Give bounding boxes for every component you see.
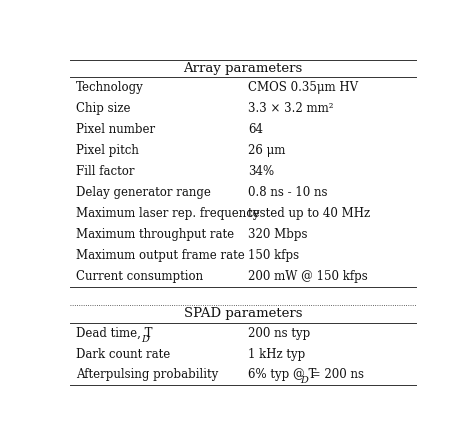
Text: D: D (141, 334, 149, 343)
Text: 320 Mbps: 320 Mbps (248, 228, 308, 241)
Text: Pixel number: Pixel number (76, 124, 155, 137)
Text: Maximum laser rep. frequency: Maximum laser rep. frequency (76, 207, 259, 220)
Text: D: D (301, 376, 309, 385)
Text: Maximum output frame rate: Maximum output frame rate (76, 249, 245, 262)
Text: Chip size: Chip size (76, 102, 130, 115)
Text: Maximum throughput rate: Maximum throughput rate (76, 228, 234, 241)
Text: Array parameters: Array parameters (183, 62, 302, 75)
Text: CMOS 0.35μm HV: CMOS 0.35μm HV (248, 81, 358, 95)
Text: 200 ns typ: 200 ns typ (248, 327, 310, 340)
Text: Dead time, T: Dead time, T (76, 327, 152, 340)
Text: Delay generator range: Delay generator range (76, 186, 210, 199)
Text: 3.3 × 3.2 mm²: 3.3 × 3.2 mm² (248, 102, 334, 115)
Text: 26 μm: 26 μm (248, 144, 286, 157)
Text: Fill factor: Fill factor (76, 165, 134, 178)
Text: 64: 64 (248, 124, 264, 137)
Text: SPAD parameters: SPAD parameters (184, 308, 302, 321)
Text: = 200 ns: = 200 ns (307, 368, 364, 381)
Text: 6% typ @ T: 6% typ @ T (248, 368, 317, 381)
Text: Technology: Technology (76, 81, 144, 95)
Text: 0.8 ns - 10 ns: 0.8 ns - 10 ns (248, 186, 328, 199)
Text: 34%: 34% (248, 165, 274, 178)
Text: tested up to 40 MHz: tested up to 40 MHz (248, 207, 371, 220)
Text: Afterpulsing probability: Afterpulsing probability (76, 368, 218, 381)
Text: Dark count rate: Dark count rate (76, 347, 170, 361)
Text: 150 kfps: 150 kfps (248, 249, 300, 262)
Text: 1 kHz typ: 1 kHz typ (248, 347, 306, 361)
Text: Pixel pitch: Pixel pitch (76, 144, 139, 157)
Text: Current consumption: Current consumption (76, 270, 203, 283)
Text: 200 mW @ 150 kfps: 200 mW @ 150 kfps (248, 270, 368, 283)
